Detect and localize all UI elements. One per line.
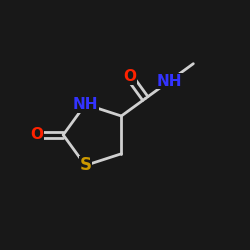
Text: NH: NH <box>73 97 98 112</box>
Text: S: S <box>80 156 92 174</box>
Text: NH: NH <box>156 74 182 88</box>
Text: O: O <box>123 70 136 84</box>
Text: O: O <box>30 128 43 142</box>
